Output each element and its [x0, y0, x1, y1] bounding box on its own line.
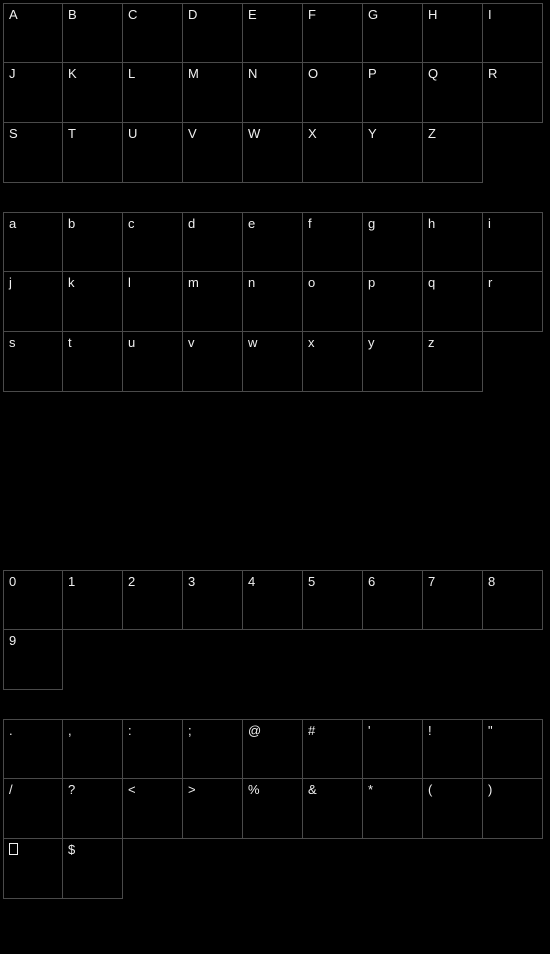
char-cell: k	[63, 272, 123, 332]
char-cell: j	[3, 272, 63, 332]
char-cell: >	[183, 779, 243, 839]
char-cell: y	[363, 332, 423, 392]
char-cell: D	[183, 3, 243, 63]
char-cell: :	[123, 719, 183, 779]
char-cell: T	[63, 123, 123, 183]
char-cell: L	[123, 63, 183, 123]
char-cell: #	[303, 719, 363, 779]
char-cell: *	[363, 779, 423, 839]
char-cell: @	[243, 719, 303, 779]
char-cell	[3, 839, 63, 899]
char-cell: V	[183, 123, 243, 183]
char-cell: %	[243, 779, 303, 839]
char-cell: R	[483, 63, 543, 123]
char-cell: n	[243, 272, 303, 332]
char-cell: 1	[63, 570, 123, 630]
char-cell: S	[3, 123, 63, 183]
char-cell: M	[183, 63, 243, 123]
char-cell: H	[423, 3, 483, 63]
char-cell: ?	[63, 779, 123, 839]
char-cell: c	[123, 212, 183, 272]
char-cell: l	[123, 272, 183, 332]
char-cell: &	[303, 779, 363, 839]
char-cell: Z	[423, 123, 483, 183]
char-cell: E	[243, 3, 303, 63]
char-cell: Q	[423, 63, 483, 123]
char-cell: )	[483, 779, 543, 839]
char-cell: (	[423, 779, 483, 839]
char-cell: ;	[183, 719, 243, 779]
char-cell: J	[3, 63, 63, 123]
char-cell: o	[303, 272, 363, 332]
char-cell: p	[363, 272, 423, 332]
char-cell: f	[303, 212, 363, 272]
char-cell: 2	[123, 570, 183, 630]
char-cell: b	[63, 212, 123, 272]
char-cell: F	[303, 3, 363, 63]
char-cell: g	[363, 212, 423, 272]
char-cell: 8	[483, 570, 543, 630]
char-cell: W	[243, 123, 303, 183]
char-cell: 3	[183, 570, 243, 630]
char-cell: '	[363, 719, 423, 779]
char-cell: w	[243, 332, 303, 392]
char-cell: $	[63, 839, 123, 899]
char-cell: G	[363, 3, 423, 63]
char-cell: 5	[303, 570, 363, 630]
char-cell: N	[243, 63, 303, 123]
char-cell: e	[243, 212, 303, 272]
char-cell: A	[3, 3, 63, 63]
char-cell: U	[123, 123, 183, 183]
char-cell: <	[123, 779, 183, 839]
char-cell: ,	[63, 719, 123, 779]
char-cell: /	[3, 779, 63, 839]
char-cell: "	[483, 719, 543, 779]
char-cell: h	[423, 212, 483, 272]
char-cell: r	[483, 272, 543, 332]
char-cell: Y	[363, 123, 423, 183]
char-cell: !	[423, 719, 483, 779]
char-cell: a	[3, 212, 63, 272]
char-cell: x	[303, 332, 363, 392]
char-cell: v	[183, 332, 243, 392]
char-cell: I	[483, 3, 543, 63]
tofu-glyph	[9, 843, 18, 855]
char-cell: O	[303, 63, 363, 123]
char-cell: z	[423, 332, 483, 392]
char-cell: .	[3, 719, 63, 779]
char-cell: 7	[423, 570, 483, 630]
char-cell: m	[183, 272, 243, 332]
char-cell: B	[63, 3, 123, 63]
charmap-section-lowercase: abcdefghi jklmnopqr stuvwxyz	[3, 212, 543, 392]
charmap-section-digits: 012345678 9	[3, 570, 543, 690]
char-cell: q	[423, 272, 483, 332]
char-cell: 6	[363, 570, 423, 630]
char-cell: K	[63, 63, 123, 123]
char-cell: 9	[3, 630, 63, 690]
charmap-section-punctuation: .,:;@#'!" /?<>%&*() $	[3, 719, 543, 899]
char-cell: P	[363, 63, 423, 123]
char-cell: 4	[243, 570, 303, 630]
char-cell: d	[183, 212, 243, 272]
char-cell: t	[63, 332, 123, 392]
char-cell: u	[123, 332, 183, 392]
char-cell: C	[123, 3, 183, 63]
char-cell: 0	[3, 570, 63, 630]
char-cell: i	[483, 212, 543, 272]
char-cell: X	[303, 123, 363, 183]
charmap-section-uppercase: ABCDEFGHI JKLMNOPQR STUVWXYZ	[3, 3, 543, 183]
char-cell: s	[3, 332, 63, 392]
